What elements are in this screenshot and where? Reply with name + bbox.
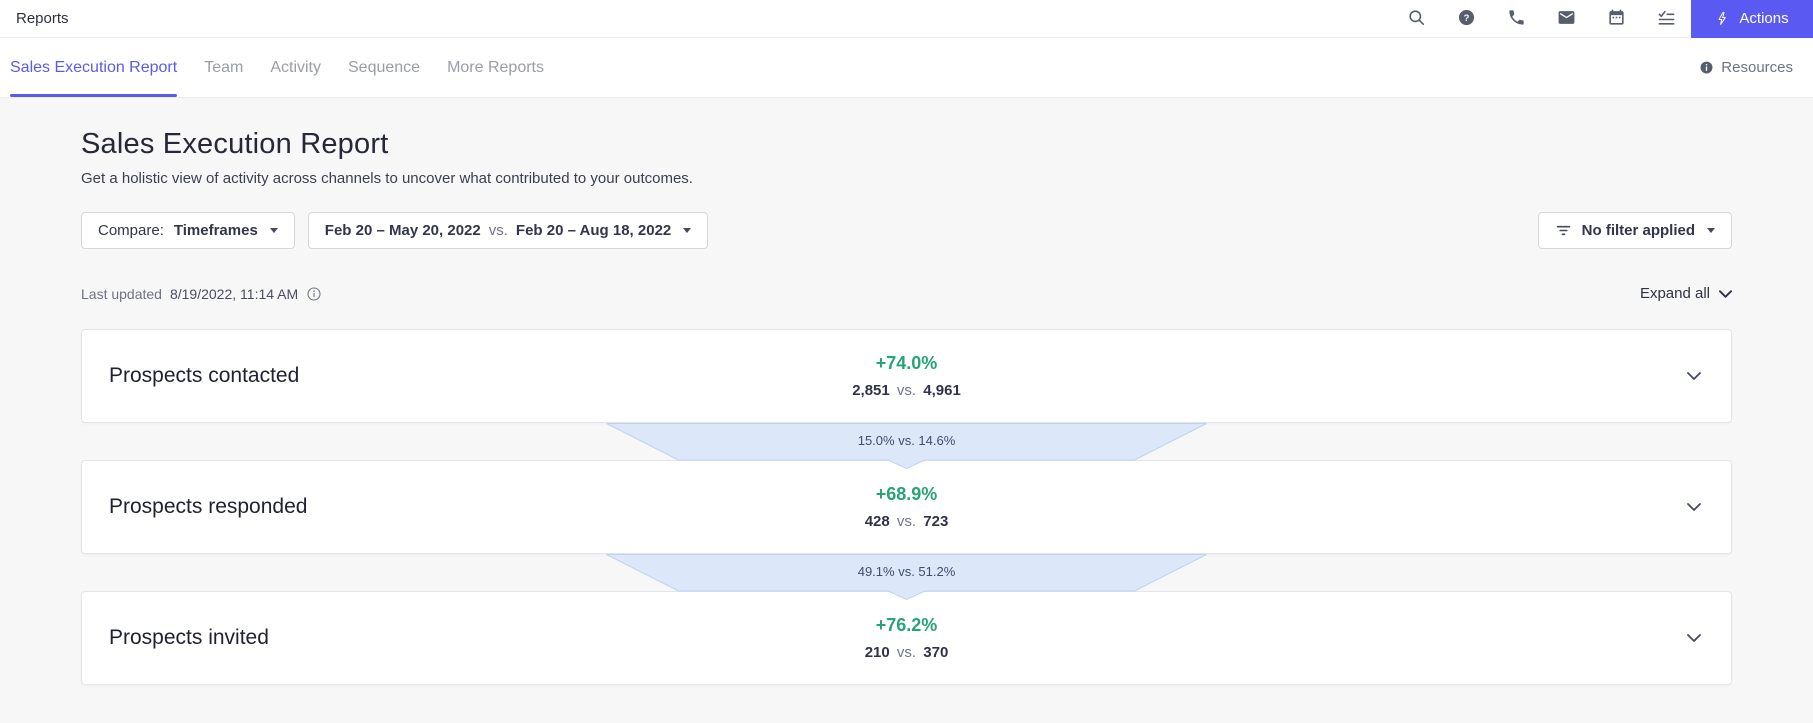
stage-value-before: 210 (864, 644, 890, 661)
stage-values: 210 vs. 370 (865, 644, 949, 661)
stage-value-after: 370 (923, 644, 949, 661)
caret-down-icon (1707, 228, 1715, 233)
app-title: Reports (16, 10, 69, 27)
page-subtitle: Get a holistic view of activity across c… (81, 170, 693, 187)
stage-value-after: 4,961 (923, 382, 961, 399)
vs-label: vs. (896, 644, 917, 661)
tab-sales-execution-report[interactable]: Sales Execution Report (10, 38, 178, 97)
chevron-down-icon (1719, 289, 1732, 298)
conversion-rate-text: 15.0% vs. 14.6% (857, 433, 956, 448)
stage-expand-button[interactable] (1687, 372, 1701, 380)
tasks-button[interactable] (1641, 0, 1691, 38)
info-filled-icon (1699, 60, 1714, 75)
funnel-report: Prospects contacted +74.0% 2,851 vs. 4,9… (81, 329, 1732, 685)
actions-button[interactable]: Actions (1691, 0, 1813, 38)
actions-button-label: Actions (1739, 10, 1789, 27)
stage-title: Prospects contacted (109, 364, 300, 387)
funnel-trapezoid (606, 423, 1207, 470)
svg-text:?: ? (1463, 12, 1469, 23)
stage-value-after: 723 (923, 513, 949, 530)
stage-card-prospects-contacted[interactable]: Prospects contacted +74.0% 2,851 vs. 4,9… (81, 329, 1732, 423)
stage-expand-button[interactable] (1687, 634, 1701, 642)
report-tabbar: Sales Execution Report Team Activity Seq… (0, 38, 1813, 98)
stage-value-before: 2,851 (852, 382, 890, 399)
calls-button[interactable] (1491, 0, 1541, 38)
tab-more-reports[interactable]: More Reports (447, 38, 544, 97)
phone-icon (1507, 8, 1526, 30)
resources-label: Resources (1721, 59, 1793, 76)
chevron-down-icon (1687, 372, 1701, 380)
stage-card-prospects-invited[interactable]: Prospects invited +76.2% 210 vs. 370 (81, 591, 1732, 685)
stage-metrics: +68.9% 428 vs. 723 (865, 484, 949, 530)
stage-metrics: +74.0% 2,851 vs. 4,961 (852, 353, 961, 399)
stage-title: Prospects responded (109, 495, 308, 518)
help-icon: ? (1457, 8, 1476, 30)
filter-row: Compare: Timeframes Feb 20 – May 20, 202… (81, 212, 1732, 249)
info-outline-icon[interactable] (306, 286, 322, 302)
help-button[interactable]: ? (1441, 0, 1491, 38)
calendar-button[interactable] (1591, 0, 1641, 38)
compare-label: Compare: (98, 222, 164, 239)
tasks-icon (1657, 8, 1676, 30)
search-button[interactable] (1391, 0, 1441, 38)
search-icon (1407, 8, 1426, 30)
conversion-connector: 49.1% vs. 51.2% (606, 554, 1207, 601)
timeframe-vs-label: vs. (488, 222, 508, 239)
last-updated-label: Last updated (81, 285, 162, 302)
last-updated-value: 8/19/2022, 11:14 AM (169, 285, 299, 302)
caret-down-icon (269, 228, 278, 233)
stage-values: 428 vs. 723 (865, 513, 949, 530)
compare-dropdown[interactable]: Compare: Timeframes (81, 212, 295, 249)
timeframe-dropdown[interactable]: Feb 20 – May 20, 2022 vs. Feb 20 – Aug 1… (307, 212, 709, 249)
caret-down-icon (683, 228, 692, 233)
conversion-connector: 15.0% vs. 14.6% (606, 423, 1207, 470)
last-updated: Last updated 8/19/2022, 11:14 AM (81, 286, 322, 302)
mail-button[interactable] (1541, 0, 1591, 38)
stage-card-prospects-responded[interactable]: Prospects responded +68.9% 428 vs. 723 (81, 460, 1732, 554)
stage-change-pct: +74.0% (875, 353, 938, 373)
stage-metrics: +76.2% 210 vs. 370 (865, 615, 949, 661)
expand-all-label: Expand all (1639, 285, 1710, 302)
chevron-down-icon (1687, 634, 1701, 642)
resources-link[interactable]: Resources (1699, 59, 1793, 76)
stage-values: 2,851 vs. 4,961 (852, 382, 961, 399)
stage-change-pct: +76.2% (875, 615, 938, 635)
compare-value: Timeframes (173, 222, 258, 239)
stage-title: Prospects invited (109, 626, 269, 649)
topbar: Reports ? (0, 0, 1813, 38)
lightning-icon (1715, 11, 1730, 26)
page-title: Sales Execution Report (81, 128, 389, 160)
stage-change-pct: +68.9% (875, 484, 938, 504)
filter-button-label: No filter applied (1581, 222, 1695, 239)
conversion-rate-text: 49.1% vs. 51.2% (857, 564, 956, 579)
mail-icon (1557, 8, 1576, 30)
stage-value-before: 428 (864, 513, 890, 530)
timeframe-range-b: Feb 20 – Aug 18, 2022 (515, 222, 672, 239)
tab-activity[interactable]: Activity (270, 38, 321, 97)
funnel-trapezoid (606, 554, 1207, 601)
expand-all-button[interactable]: Expand all (1640, 285, 1732, 302)
vs-label: vs. (896, 382, 917, 399)
chevron-down-icon (1687, 503, 1701, 511)
timeframe-range-a: Feb 20 – May 20, 2022 (324, 222, 481, 239)
stage-expand-button[interactable] (1687, 503, 1701, 511)
tab-team[interactable]: Team (204, 38, 243, 97)
tab-sequence[interactable]: Sequence (348, 38, 420, 97)
calendar-icon (1607, 8, 1626, 30)
report-content: Sales Execution Report Get a holistic vi… (0, 128, 1813, 685)
meta-row: Last updated 8/19/2022, 11:14 AM Expand … (81, 285, 1732, 302)
topbar-actions: ? (1391, 0, 1813, 38)
filter-dropdown[interactable]: No filter applied (1537, 212, 1732, 249)
vs-label: vs. (896, 513, 917, 530)
filter-icon (1555, 222, 1572, 239)
